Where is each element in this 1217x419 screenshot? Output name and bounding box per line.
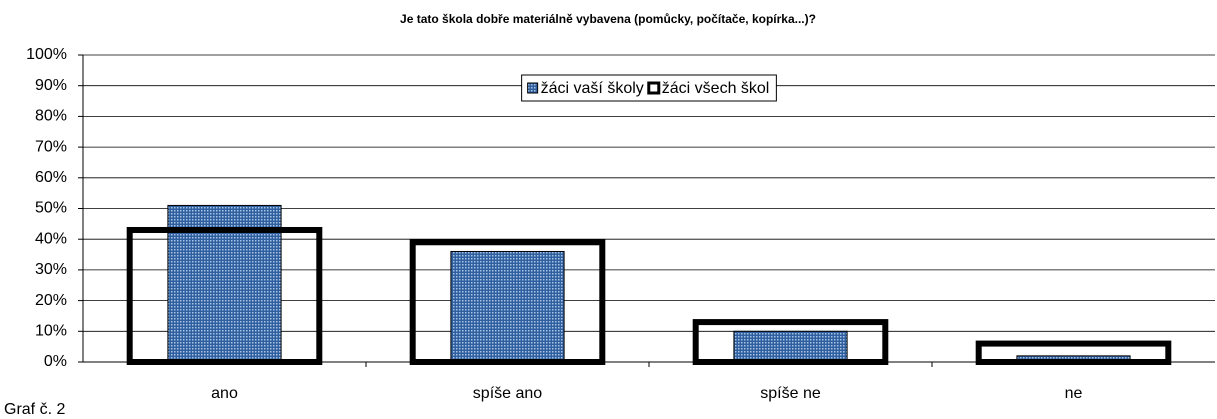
y-tick-label: 100% (26, 46, 67, 63)
bar-outline (126, 226, 323, 365)
bar-outline (409, 239, 606, 366)
x-tick-label: ne (1065, 385, 1083, 402)
x-tick-label: ano (211, 385, 238, 402)
y-tick-label: 80% (35, 108, 67, 125)
y-tick-label: 40% (35, 230, 67, 247)
legend-swatch (647, 81, 661, 95)
y-tick-label: 70% (35, 138, 67, 155)
legend-label: žáci všech škol (662, 80, 770, 97)
legend-swatch (527, 82, 539, 94)
bar (450, 250, 565, 363)
y-tick-label: 20% (35, 292, 67, 309)
y-tick-label: 30% (35, 261, 67, 278)
chart-title: Je tato škola dobře materiálně vybavena … (400, 12, 816, 26)
bar-outline (692, 319, 889, 365)
bar-outline (975, 340, 1172, 365)
legend-label: žáci vaší školy (541, 80, 644, 97)
y-tick-label: 60% (35, 169, 67, 186)
y-tick-label: 10% (35, 323, 67, 340)
y-tick-label: 50% (35, 200, 67, 217)
x-tick-label: spíše ano (473, 385, 542, 402)
legend-box (521, 74, 777, 102)
y-tick-label: 90% (35, 77, 67, 94)
bar (733, 330, 848, 363)
caption: Graf č. 2 (4, 401, 65, 418)
y-tick-label: 0% (44, 353, 67, 370)
legend: žáci vaší školy žáci všech škol (521, 74, 777, 102)
x-tick-label: spíše ne (760, 385, 821, 402)
